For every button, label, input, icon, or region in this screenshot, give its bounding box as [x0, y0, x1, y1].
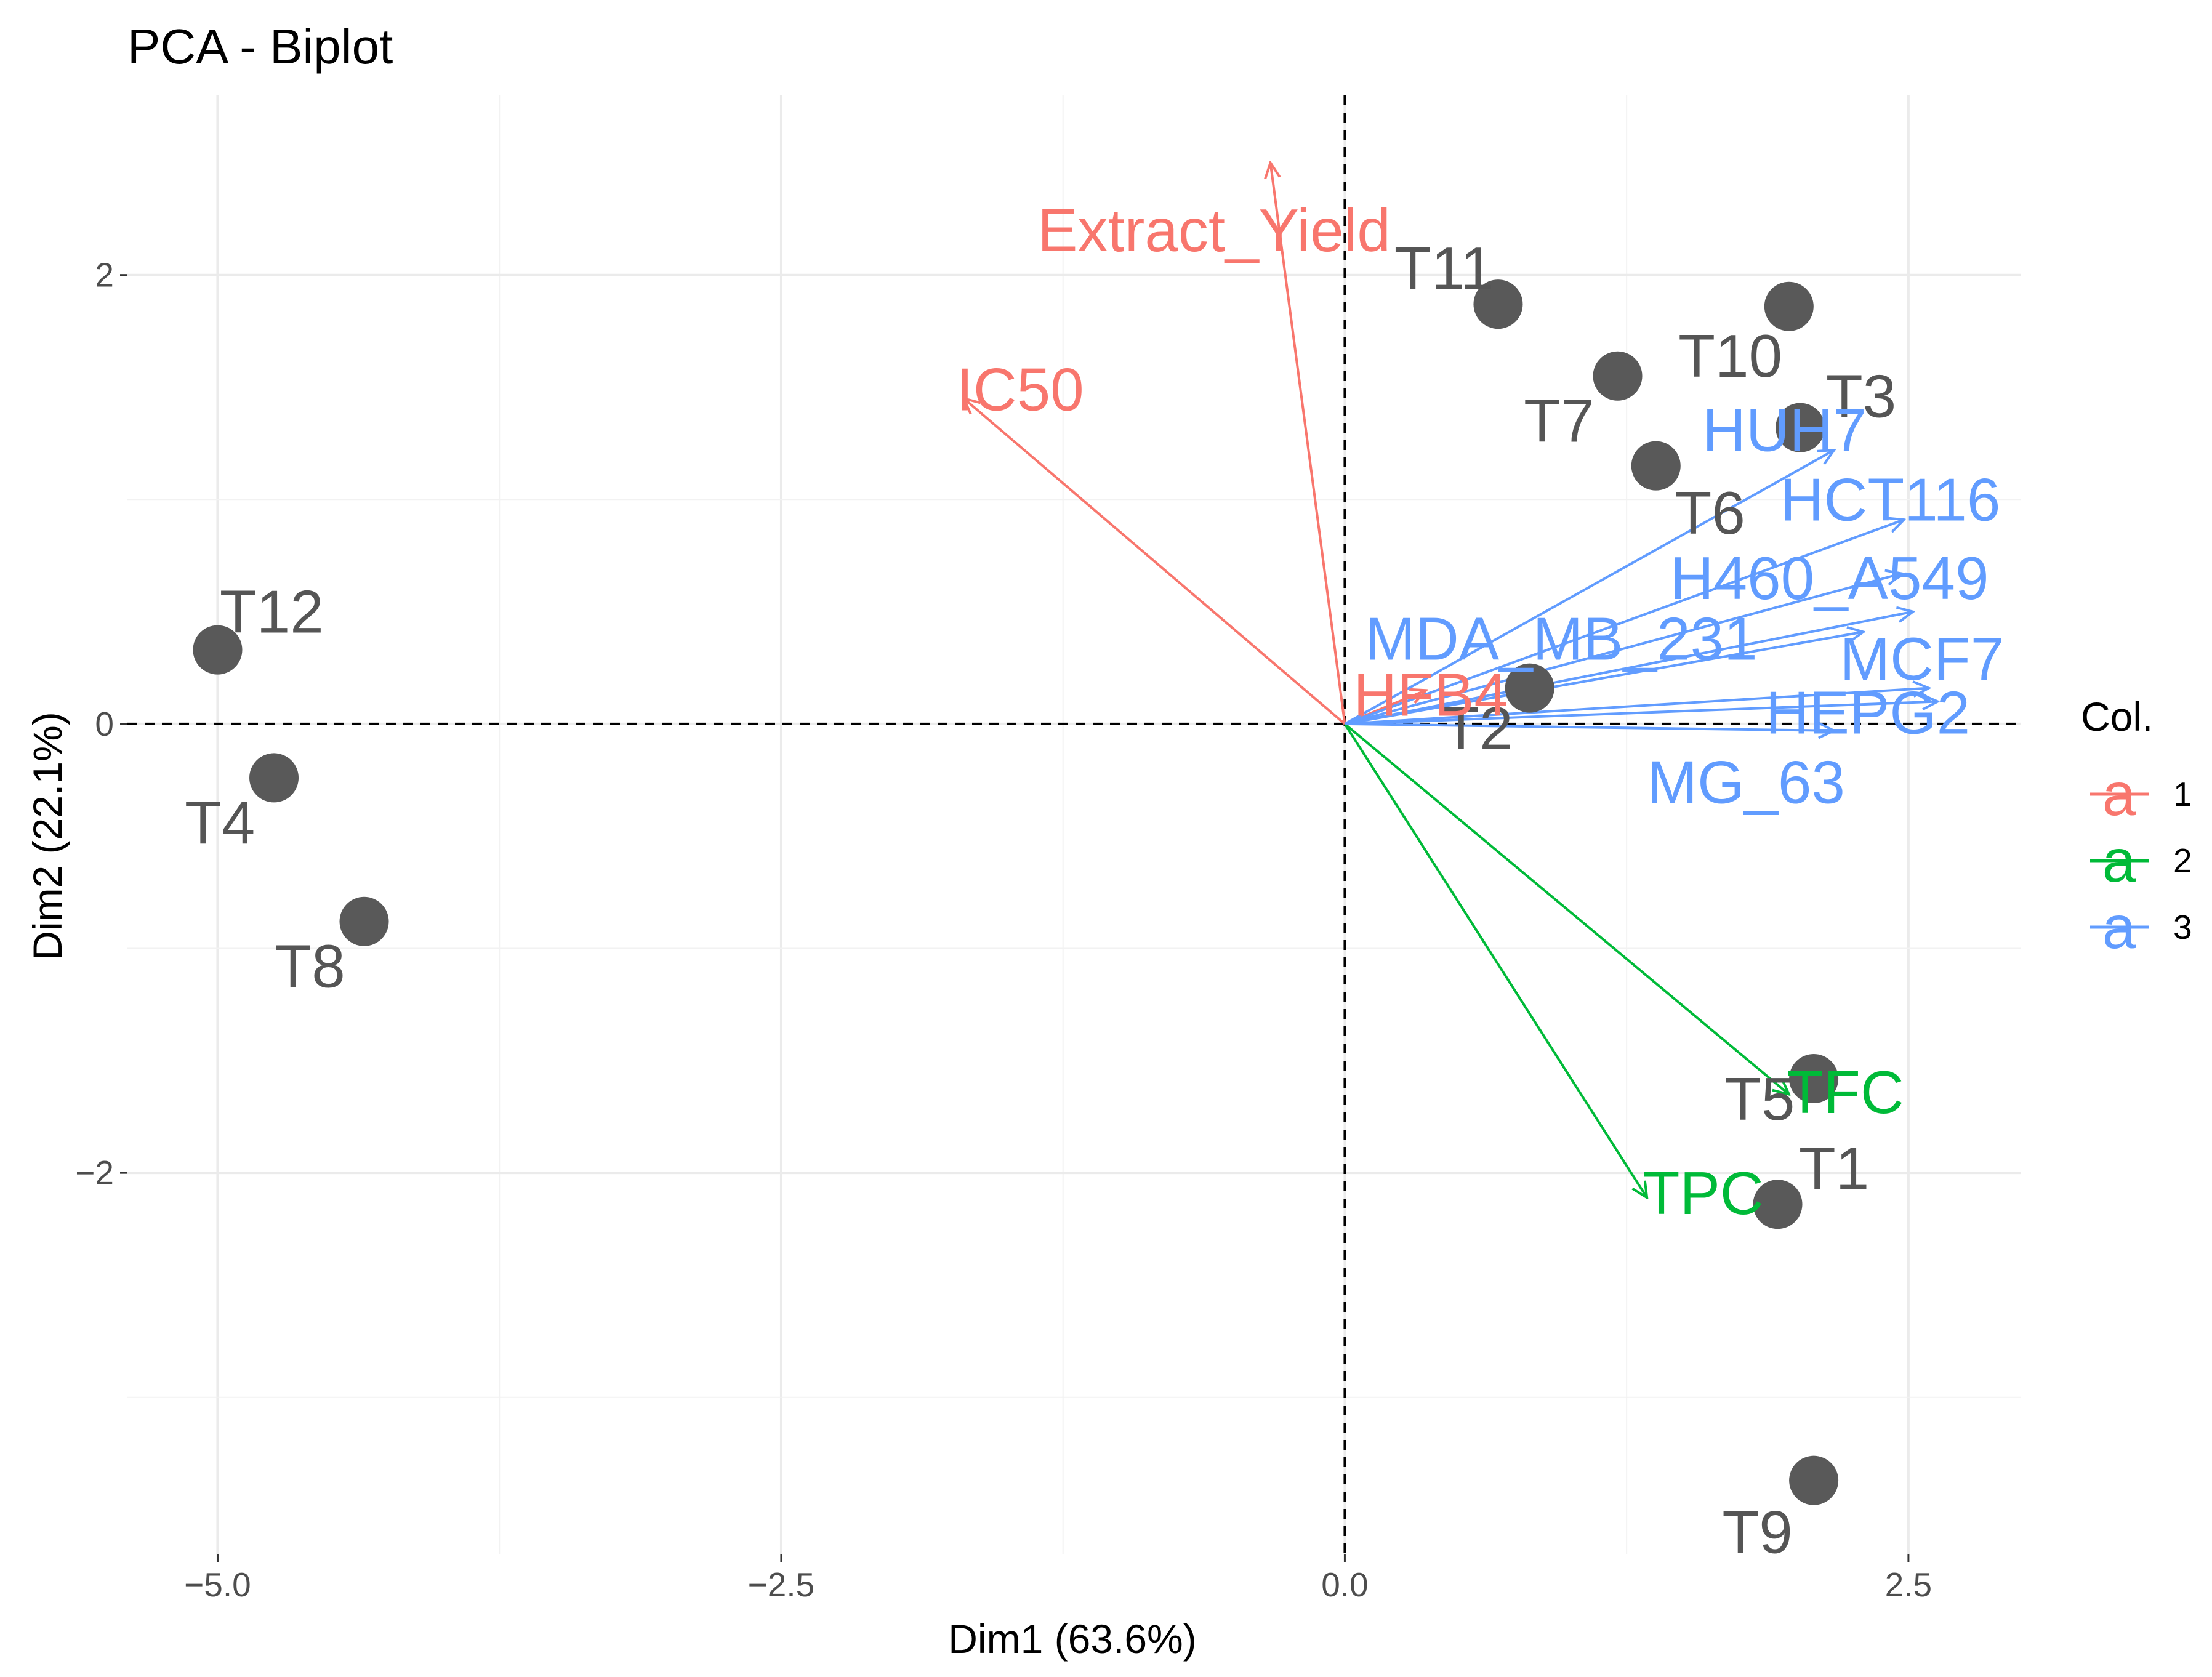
grid-layer [127, 95, 2021, 1554]
point-label-t4: T4 [185, 789, 255, 856]
variable-label-ic50: IC50 [957, 356, 1084, 424]
variable-arrow-hct116 [1344, 520, 1904, 725]
legend-key-glyph: a [2102, 827, 2136, 895]
point-t12 [193, 625, 243, 675]
variable-label-hepg2: HEPG2 [1766, 679, 1970, 747]
variable-label-mg-63: MG_63 [1647, 749, 1845, 816]
variable-label-mda-mb-231: MDA_MB_231 [1365, 605, 1757, 672]
point-t10 [1764, 281, 1814, 331]
reference-lines [127, 95, 2021, 1554]
point-t4 [249, 753, 299, 803]
variable-label-hct116: HCT116 [1780, 465, 2001, 533]
x-tick-label: 0.0 [1321, 1566, 1368, 1604]
point-label-t9: T9 [1722, 1498, 1792, 1566]
point-label-t1: T1 [1799, 1135, 1869, 1202]
point-label-t3: T3 [1826, 363, 1896, 430]
point-label-t5: T5 [1724, 1065, 1795, 1133]
x-tick-label: −2.5 [748, 1566, 815, 1604]
x-tick-label: 2.5 [1885, 1566, 1932, 1604]
axis-ticks: −5.0 −2.5 0.0 2.5 −2 0 2 [75, 256, 1932, 1604]
point-label-t11: T11 [1394, 235, 1494, 302]
variable-label-tfc: TFC [1787, 1058, 1904, 1126]
variable-arrow-hepg2 [1345, 701, 1937, 725]
legend-key-glyph: a [2102, 760, 2136, 828]
variable-arrow-huh7 [1344, 450, 1834, 725]
point-t5 [1789, 1054, 1839, 1104]
point-label-t10: T10 [1678, 322, 1782, 390]
variable-label-mcf7: MCF7 [1840, 625, 2004, 693]
point-label-t12: T12 [220, 578, 324, 646]
variable-arrow-mg-63 [1345, 724, 1834, 731]
legend: Col. a 1a 2a 3 [2081, 694, 2192, 961]
individual-labels: T1 T2 T3 T4 T5 T6 T7 T8 T9 T10 T11 T12 [185, 235, 1896, 1566]
chart-title: PCA - Biplot [127, 19, 393, 74]
variable-arrow-tfc [1344, 723, 1788, 1095]
y-tick-label: 0 [95, 705, 114, 743]
point-t3 [1776, 403, 1825, 452]
variable-arrow-mda-mb-231 [1345, 632, 1863, 725]
legend-label: 3 [2173, 908, 2192, 946]
x-axis-title: Dim1 (63.6%) [948, 1616, 1196, 1662]
y-axis-title: Dim2 (22.1%) [25, 712, 70, 960]
point-label-t8: T8 [275, 933, 345, 1000]
variable-label-huh7: HUH7 [1702, 396, 1867, 464]
y-tick-label: −2 [75, 1154, 114, 1192]
point-label-t6: T6 [1675, 479, 1745, 547]
variable-label-h460-a549: H460_A549 [1670, 544, 1989, 612]
point-t7 [1593, 351, 1643, 401]
point-t9 [1789, 1455, 1839, 1505]
legend-items: a 1a 2a 3 [2090, 760, 2192, 961]
variable-label-tpc: TPC [1643, 1159, 1764, 1227]
legend-label: 1 [2173, 775, 2192, 813]
variable-label-extract-yield: Extract_Yield [1037, 196, 1391, 264]
variable-arrow-mcf7 [1345, 688, 1928, 725]
point-t8 [339, 896, 389, 946]
legend-key-glyph: a [2102, 893, 2136, 961]
variable-label-hfb4: HFB4 [1353, 661, 1508, 729]
x-tick-label: −5.0 [184, 1566, 251, 1604]
point-t11 [1473, 280, 1523, 329]
variable-arrow-tpc [1343, 723, 1647, 1197]
variable-arrow-extract-yield [1271, 163, 1346, 725]
legend-title: Col. [2081, 694, 2153, 739]
point-label-t2: T2 [1442, 694, 1513, 762]
point-t2 [1505, 663, 1554, 713]
variable-arrow-a549 [1345, 612, 1913, 725]
variable-arrow-ic50 [964, 398, 1346, 725]
point-t1 [1753, 1180, 1803, 1229]
point-label-t7: T7 [1524, 387, 1594, 455]
point-t6 [1631, 441, 1681, 491]
y-tick-label: 2 [95, 256, 114, 294]
variable-arrows [964, 163, 1938, 1197]
variable-arrow-h460 [1344, 574, 1901, 725]
legend-label: 2 [2173, 842, 2192, 880]
individual-points [193, 280, 1839, 1505]
